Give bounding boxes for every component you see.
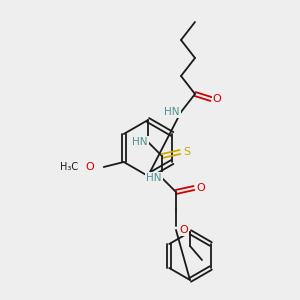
Text: HN: HN [146,173,162,183]
Text: H₃C: H₃C [60,162,78,172]
Text: HN: HN [132,137,148,147]
Text: O: O [196,183,206,193]
Text: S: S [183,147,190,157]
Text: O: O [180,225,188,235]
Text: O: O [213,94,221,104]
Text: HN: HN [164,107,180,117]
Text: O: O [85,162,94,172]
